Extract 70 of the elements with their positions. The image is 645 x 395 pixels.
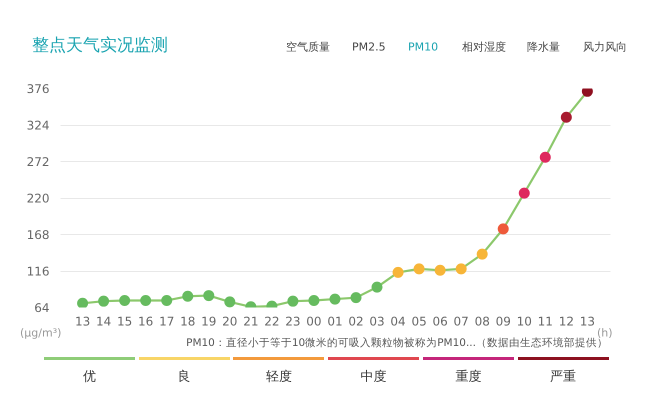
text: 空气质量 (286, 40, 330, 54)
category-label: 严重 (550, 370, 576, 384)
y-tick-label: 220 (26, 192, 50, 206)
point (161, 294, 172, 306)
point (560, 112, 572, 123)
x-tick-label: 11 (538, 314, 553, 328)
point (98, 296, 110, 307)
x-tick-label: 16 (138, 314, 154, 328)
category-label: 良 (178, 370, 191, 384)
x-tick-label: 07 (454, 314, 469, 328)
x-tick-label: 19 (201, 314, 216, 328)
x-tick-label: 17 (159, 314, 174, 328)
chart-title: 整点天气实况监测 (32, 36, 168, 56)
y-tick-label: 116 (26, 264, 50, 278)
x-tick-label: 23 (285, 314, 301, 328)
x-tick-label: 14 (96, 314, 112, 328)
point (224, 296, 236, 308)
point (372, 282, 383, 293)
category-label: 优 (83, 370, 96, 384)
x-tick-label: 09 (496, 314, 511, 328)
point (518, 188, 530, 199)
x-tick-label: 06 (432, 314, 448, 328)
x-tick-label: 20 (222, 314, 238, 328)
x-tick-label: 03 (369, 314, 385, 328)
x-tick-label: 08 (474, 314, 490, 328)
point (414, 263, 425, 274)
point (476, 248, 488, 260)
x-tick-label: 18 (180, 314, 196, 328)
text: 降水量 (527, 40, 560, 54)
x-tick-label: 13 (580, 314, 596, 328)
point (329, 294, 340, 305)
x-tick-label: 10 (516, 314, 532, 328)
category-label: 重度 (455, 370, 482, 384)
x-tick-label: 00 (306, 314, 322, 328)
point (456, 263, 467, 274)
point (392, 266, 404, 278)
point (350, 292, 362, 304)
y-tick-label: 324 (26, 118, 50, 132)
point (203, 290, 214, 302)
y-tick-label: 272 (26, 155, 50, 169)
x-axis-title: (h) (597, 326, 613, 340)
x-tick-label: 13 (74, 314, 90, 328)
point (140, 294, 152, 306)
y-tick-label: 64 (34, 301, 50, 315)
text: PM2.5 (352, 40, 386, 54)
category-label: 中度 (360, 370, 387, 384)
point (77, 298, 88, 308)
y-tick-label: 376 (26, 82, 50, 96)
text: 相对湿度 (462, 40, 506, 54)
y-axis-title: (μg/m³) (20, 326, 62, 340)
y-tick-label: 168 (26, 228, 50, 242)
point (308, 294, 320, 306)
x-tick-label: 01 (327, 314, 343, 328)
x-tick-label: 02 (348, 314, 364, 328)
x-tick-label: 22 (264, 314, 280, 328)
x-tick-label: 12 (558, 314, 574, 328)
point (182, 290, 194, 302)
x-tick-label: 21 (243, 314, 258, 328)
point (540, 152, 551, 163)
category-label: 轻度 (266, 370, 292, 384)
x-tick-label: 15 (117, 314, 132, 328)
x-tick-label: 05 (411, 314, 427, 328)
x-tick-label: 04 (390, 314, 406, 328)
text: PM10：直径小于等于10微米的可吸入颗粒物被称为PM10...（数据由生态环境部提供） (186, 336, 608, 349)
point (434, 264, 446, 276)
point (498, 223, 509, 234)
text: PM10 (408, 40, 438, 54)
point (287, 296, 298, 307)
point (119, 294, 130, 306)
text: 风力风向 (583, 40, 627, 54)
